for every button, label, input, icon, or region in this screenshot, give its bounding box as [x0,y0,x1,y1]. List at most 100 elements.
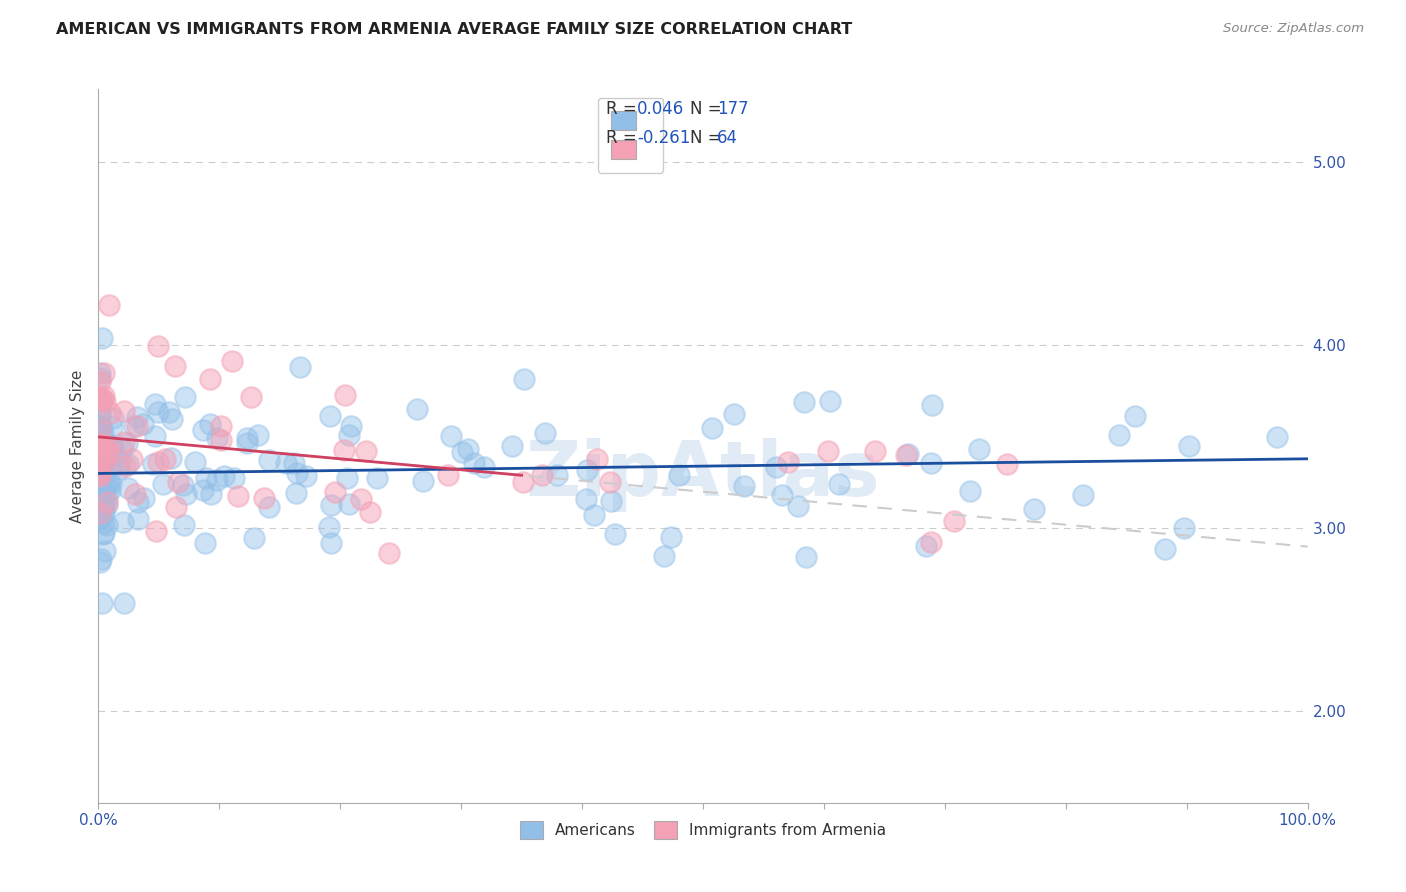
Point [257,500,280,514]
Point [91,470,114,484]
Point [89,491,111,505]
Point [148,455,170,469]
Point [89,422,111,436]
Point [323,484,346,499]
Point [159,405,181,419]
Point [440,429,463,443]
Point [959,484,981,499]
Point [89,445,111,459]
Point [96,490,118,504]
Point [89,470,111,484]
Point [176,487,198,501]
Point [283,456,305,470]
Point [90,494,112,508]
Point [98,475,121,489]
Point [457,442,479,456]
Point [89,511,111,525]
Point [89,422,111,436]
Text: R =: R = [606,129,643,147]
Point [285,466,308,480]
Point [122,418,145,433]
Point [828,476,851,491]
Point [165,500,187,515]
Point [1108,428,1130,442]
Point [412,475,434,489]
Point [143,397,166,411]
Point [115,436,138,450]
Point [89,436,111,450]
Point [236,436,259,450]
Point [89,467,111,482]
Point [89,442,111,457]
Point [89,392,111,406]
Point [702,421,724,435]
Point [793,394,815,409]
Point [89,437,111,451]
Point [91,456,114,470]
Text: ZipAtlas: ZipAtlas [526,438,880,511]
Point [321,536,343,550]
Point [89,417,111,432]
Text: 0.046: 0.046 [637,100,685,118]
Point [90,394,112,409]
Point [89,445,111,459]
Point [193,423,215,437]
Point [96,495,118,509]
Point [794,550,817,565]
Point [1265,430,1288,444]
Point [817,444,839,458]
Point [776,455,799,469]
Point [98,443,121,458]
Point [97,476,120,491]
Point [90,479,112,493]
Point [90,465,112,479]
Point [93,447,115,461]
Point [100,475,122,490]
Point [89,480,111,494]
Point [89,432,111,446]
Point [723,407,745,421]
Point [659,530,682,544]
Point [235,430,257,444]
Point [247,428,270,442]
Point [91,421,114,435]
Point [160,450,183,465]
Point [89,391,111,405]
Point [205,474,228,488]
Point [112,596,135,610]
Point [599,475,621,489]
Point [96,477,118,491]
Point [198,372,221,386]
Point [152,476,174,491]
Point [89,469,111,483]
Point [450,445,472,459]
Point [209,433,232,447]
Point [501,440,523,454]
Point [207,431,229,445]
Point [91,516,114,530]
Point [770,488,793,502]
Point [863,443,886,458]
Point [125,409,148,424]
Point [198,417,221,431]
Point [290,359,312,374]
Point [91,427,114,442]
Point [599,494,621,508]
Text: Source: ZipAtlas.com: Source: ZipAtlas.com [1223,22,1364,36]
Point [995,457,1018,471]
Point [574,491,596,506]
Text: N =: N = [690,100,727,118]
Point [93,504,115,518]
Point [94,395,117,409]
Point [820,394,842,409]
Point [920,456,942,470]
Point [337,428,360,442]
Point [100,458,122,473]
Point [90,331,112,345]
Point [534,425,557,440]
Point [340,418,363,433]
Point [112,404,135,418]
Point [89,467,111,482]
Point [200,487,222,501]
Point [101,411,124,425]
